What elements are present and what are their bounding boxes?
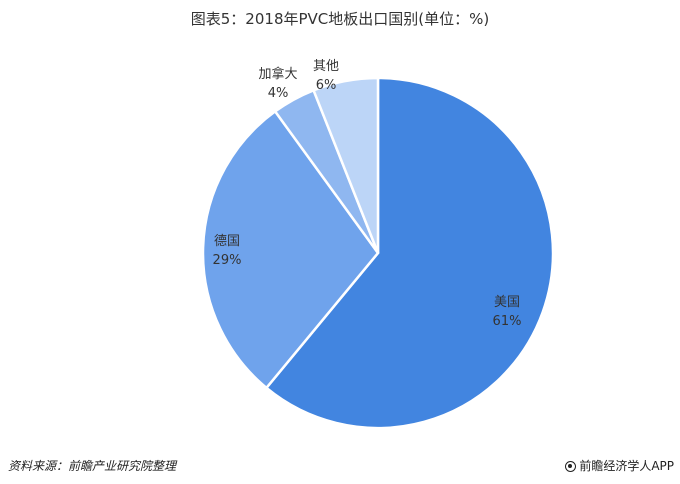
qianzhan-logo-icon bbox=[565, 461, 577, 472]
slice-label-1: 德国 bbox=[214, 234, 240, 249]
slice-label-0: 美国 bbox=[494, 295, 520, 310]
brand-credit: 前瞻经济学人APP bbox=[565, 457, 674, 474]
slice-value-2: 4% bbox=[268, 86, 289, 101]
slice-label-2: 加拿大 bbox=[258, 66, 297, 82]
pie-slice-3 bbox=[312, 76, 380, 255]
chart-title: 图表5：2018年PVC地板出口国别(单位：%) bbox=[190, 10, 490, 28]
slice-value-3: 6% bbox=[316, 78, 337, 93]
pie-slice-0 bbox=[265, 76, 555, 430]
slice-value-1: 29% bbox=[213, 253, 242, 268]
slice-label-3: 其他 bbox=[313, 59, 339, 74]
pie-slice-1 bbox=[201, 110, 380, 390]
slice-value-0: 61% bbox=[493, 314, 522, 329]
brand-name: 前瞻经济学人APP bbox=[579, 459, 674, 473]
source-note: 资料来源：前瞻产业研究院整理 bbox=[8, 459, 177, 473]
